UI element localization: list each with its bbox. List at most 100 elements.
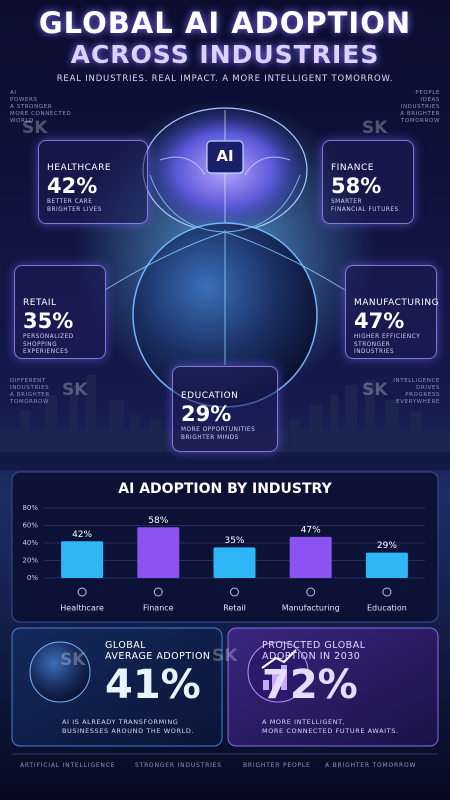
side-note-line: A BRIGHTER <box>400 111 440 117</box>
growth-bars <box>263 665 287 690</box>
globe-icon <box>29 641 91 703</box>
summary-value: 41% <box>105 662 201 708</box>
card-line: MORE OPPORTUNITIES <box>181 427 256 433</box>
side-note-line: A STRONGER <box>10 104 53 110</box>
side-note: DIFFERENT INDUSTRIES A BRIGHTER TOMORROW <box>10 378 50 406</box>
side-note: INTELLIGENCE DRIVES PROGRESS EVERYWHERE <box>393 378 440 406</box>
value-label: 35% <box>224 536 244 546</box>
value-label: 29% <box>377 541 397 551</box>
summary-description: A MORE INTELLIGENT, MORE CONNECTED FUTURE… <box>262 718 399 735</box>
watermark: SK <box>362 380 388 400</box>
industry-card: RETAIL 35% PERSONALIZED SHOPPING EXPERIENCE… <box>14 265 106 359</box>
summary-description-line: AI IS ALREADY TRANSFORMING <box>62 718 179 726</box>
ai-chip-label: AI <box>216 147 234 165</box>
title: ACROSS INDUSTRIES <box>70 40 380 69</box>
watermark: SK <box>22 118 48 138</box>
bar <box>365 552 408 578</box>
x-tick-label: Manufacturing <box>282 604 340 613</box>
summary-label: GLOBAL <box>105 640 147 651</box>
card-line: FINANCIAL FUTURES <box>331 206 399 213</box>
card-name: MANUFACTURING <box>354 298 440 308</box>
category-icon <box>306 587 316 597</box>
card-line: BRIGHTER LIVES <box>47 206 102 213</box>
card-line: PERSONALIZED <box>23 334 74 340</box>
card-percent: 58% <box>331 174 382 198</box>
bar <box>289 536 332 578</box>
summary-label: PROJECTED GLOBAL <box>262 640 366 651</box>
title: GLOBAL AI ADOPTION <box>38 6 412 40</box>
industry-card: HEALTHCARE 42% BETTER CARE BRIGHTER LIVES <box>38 140 148 224</box>
summary-description-line: A MORE INTELLIGENT, <box>262 718 346 726</box>
summary-label: AVERAGE ADOPTION <box>105 651 211 662</box>
side-note: PEOPLE IDEAS INDUSTRIES A BRIGHTER TOMORROW <box>400 90 440 125</box>
side-note-line: A BRIGHTER <box>10 392 50 398</box>
side-note-line: DIFFERENT <box>10 378 46 384</box>
side-note: AI POWERS A STRONGER MORE CONNECTED WORLD <box>10 90 71 125</box>
y-tick-label: 20% <box>22 557 38 565</box>
summary-label: ADOPTION IN 2030 <box>262 651 361 662</box>
value-label: 47% <box>301 525 321 535</box>
industry-card: EDUCATION 29% MORE OPPORTUNITIES BRIGHTER M… <box>172 366 278 452</box>
summary-description-line: MORE CONNECTED FUTURE AWAITS. <box>262 726 399 735</box>
value-label: 58% <box>148 516 168 526</box>
y-tick-label: 80% <box>22 504 38 512</box>
summary-text: GLOBAL AVERAGE ADOPTION 41% <box>105 640 220 708</box>
card-name: FINANCE <box>331 163 374 173</box>
chart-panel <box>11 471 439 623</box>
side-note-line: PEOPLE <box>415 90 440 96</box>
category-icon <box>382 587 392 597</box>
card-percent: 35% <box>23 309 74 333</box>
y-tick-label: 40% <box>22 539 38 547</box>
category-icon <box>153 587 163 597</box>
side-note-line: MORE CONNECTED <box>10 111 72 117</box>
footer-item: ARTIFICIAL INTELLIGENCE <box>20 762 116 769</box>
card-line: BRIGHTER MINDS <box>181 434 239 441</box>
summary-description-line: BUSINESSES AROUND THE WORLD. <box>62 726 195 735</box>
footer-item: BRIGHTER PEOPLE <box>243 762 311 769</box>
bar <box>61 541 104 578</box>
y-tick-label: 0% <box>27 574 38 582</box>
card-name: RETAIL <box>23 298 57 308</box>
growth-arrow <box>261 649 297 669</box>
summary-description: AI IS ALREADY TRANSFORMING BUSINESSES ARO… <box>62 718 194 735</box>
ai-chip <box>206 140 244 174</box>
x-tick-label: Healthcare <box>60 604 104 613</box>
y-tick-label: 60% <box>22 522 38 530</box>
footer-item: A BRIGHTER TOMORROW <box>325 762 417 769</box>
card-percent: 29% <box>181 402 232 426</box>
card-line: SMARTER <box>331 199 362 205</box>
card-name: HEALTHCARE <box>47 163 112 173</box>
footer-item: STRONGER INDUSTRIES <box>135 762 222 769</box>
side-note-line: TOMORROW <box>10 399 49 405</box>
summary-value: 72% <box>262 662 358 708</box>
value-label: 42% <box>72 530 92 540</box>
industry-card: MANUFACTURING 47% HIGHER EFFICIENCY STRONGE… <box>345 265 440 359</box>
side-note-line: WORLD <box>10 118 34 124</box>
card-percent: 42% <box>47 174 98 198</box>
x-tick-label: Education <box>367 604 407 613</box>
watermark: SK <box>62 380 88 400</box>
side-note-line: INTELLIGENCE <box>393 378 440 384</box>
x-tick-label: Retail <box>223 604 246 613</box>
card-line: STRONGER INDUSTRIES <box>354 341 395 356</box>
card-line: BETTER CARE <box>47 199 93 205</box>
side-note-line: INDUSTRIES <box>400 104 440 110</box>
watermark: SK <box>362 118 388 138</box>
watermark: SK <box>212 646 238 666</box>
card-name: EDUCATION <box>181 391 239 401</box>
category-icon <box>230 587 239 597</box>
connectors <box>104 174 346 365</box>
side-note-line: IDEAS <box>420 97 440 103</box>
x-tick-label: Finance <box>143 604 174 613</box>
subtitle: REAL INDUSTRIES. REAL IMPACT. A MORE INT… <box>56 74 394 84</box>
watermark: SK <box>60 650 86 670</box>
bar <box>137 527 180 578</box>
side-note-line: EVERYWHERE <box>396 399 440 405</box>
side-note-line: INDUSTRIES <box>10 385 50 391</box>
water <box>0 452 450 470</box>
card-percent: 47% <box>354 309 405 333</box>
side-note-line: AI <box>10 90 17 96</box>
